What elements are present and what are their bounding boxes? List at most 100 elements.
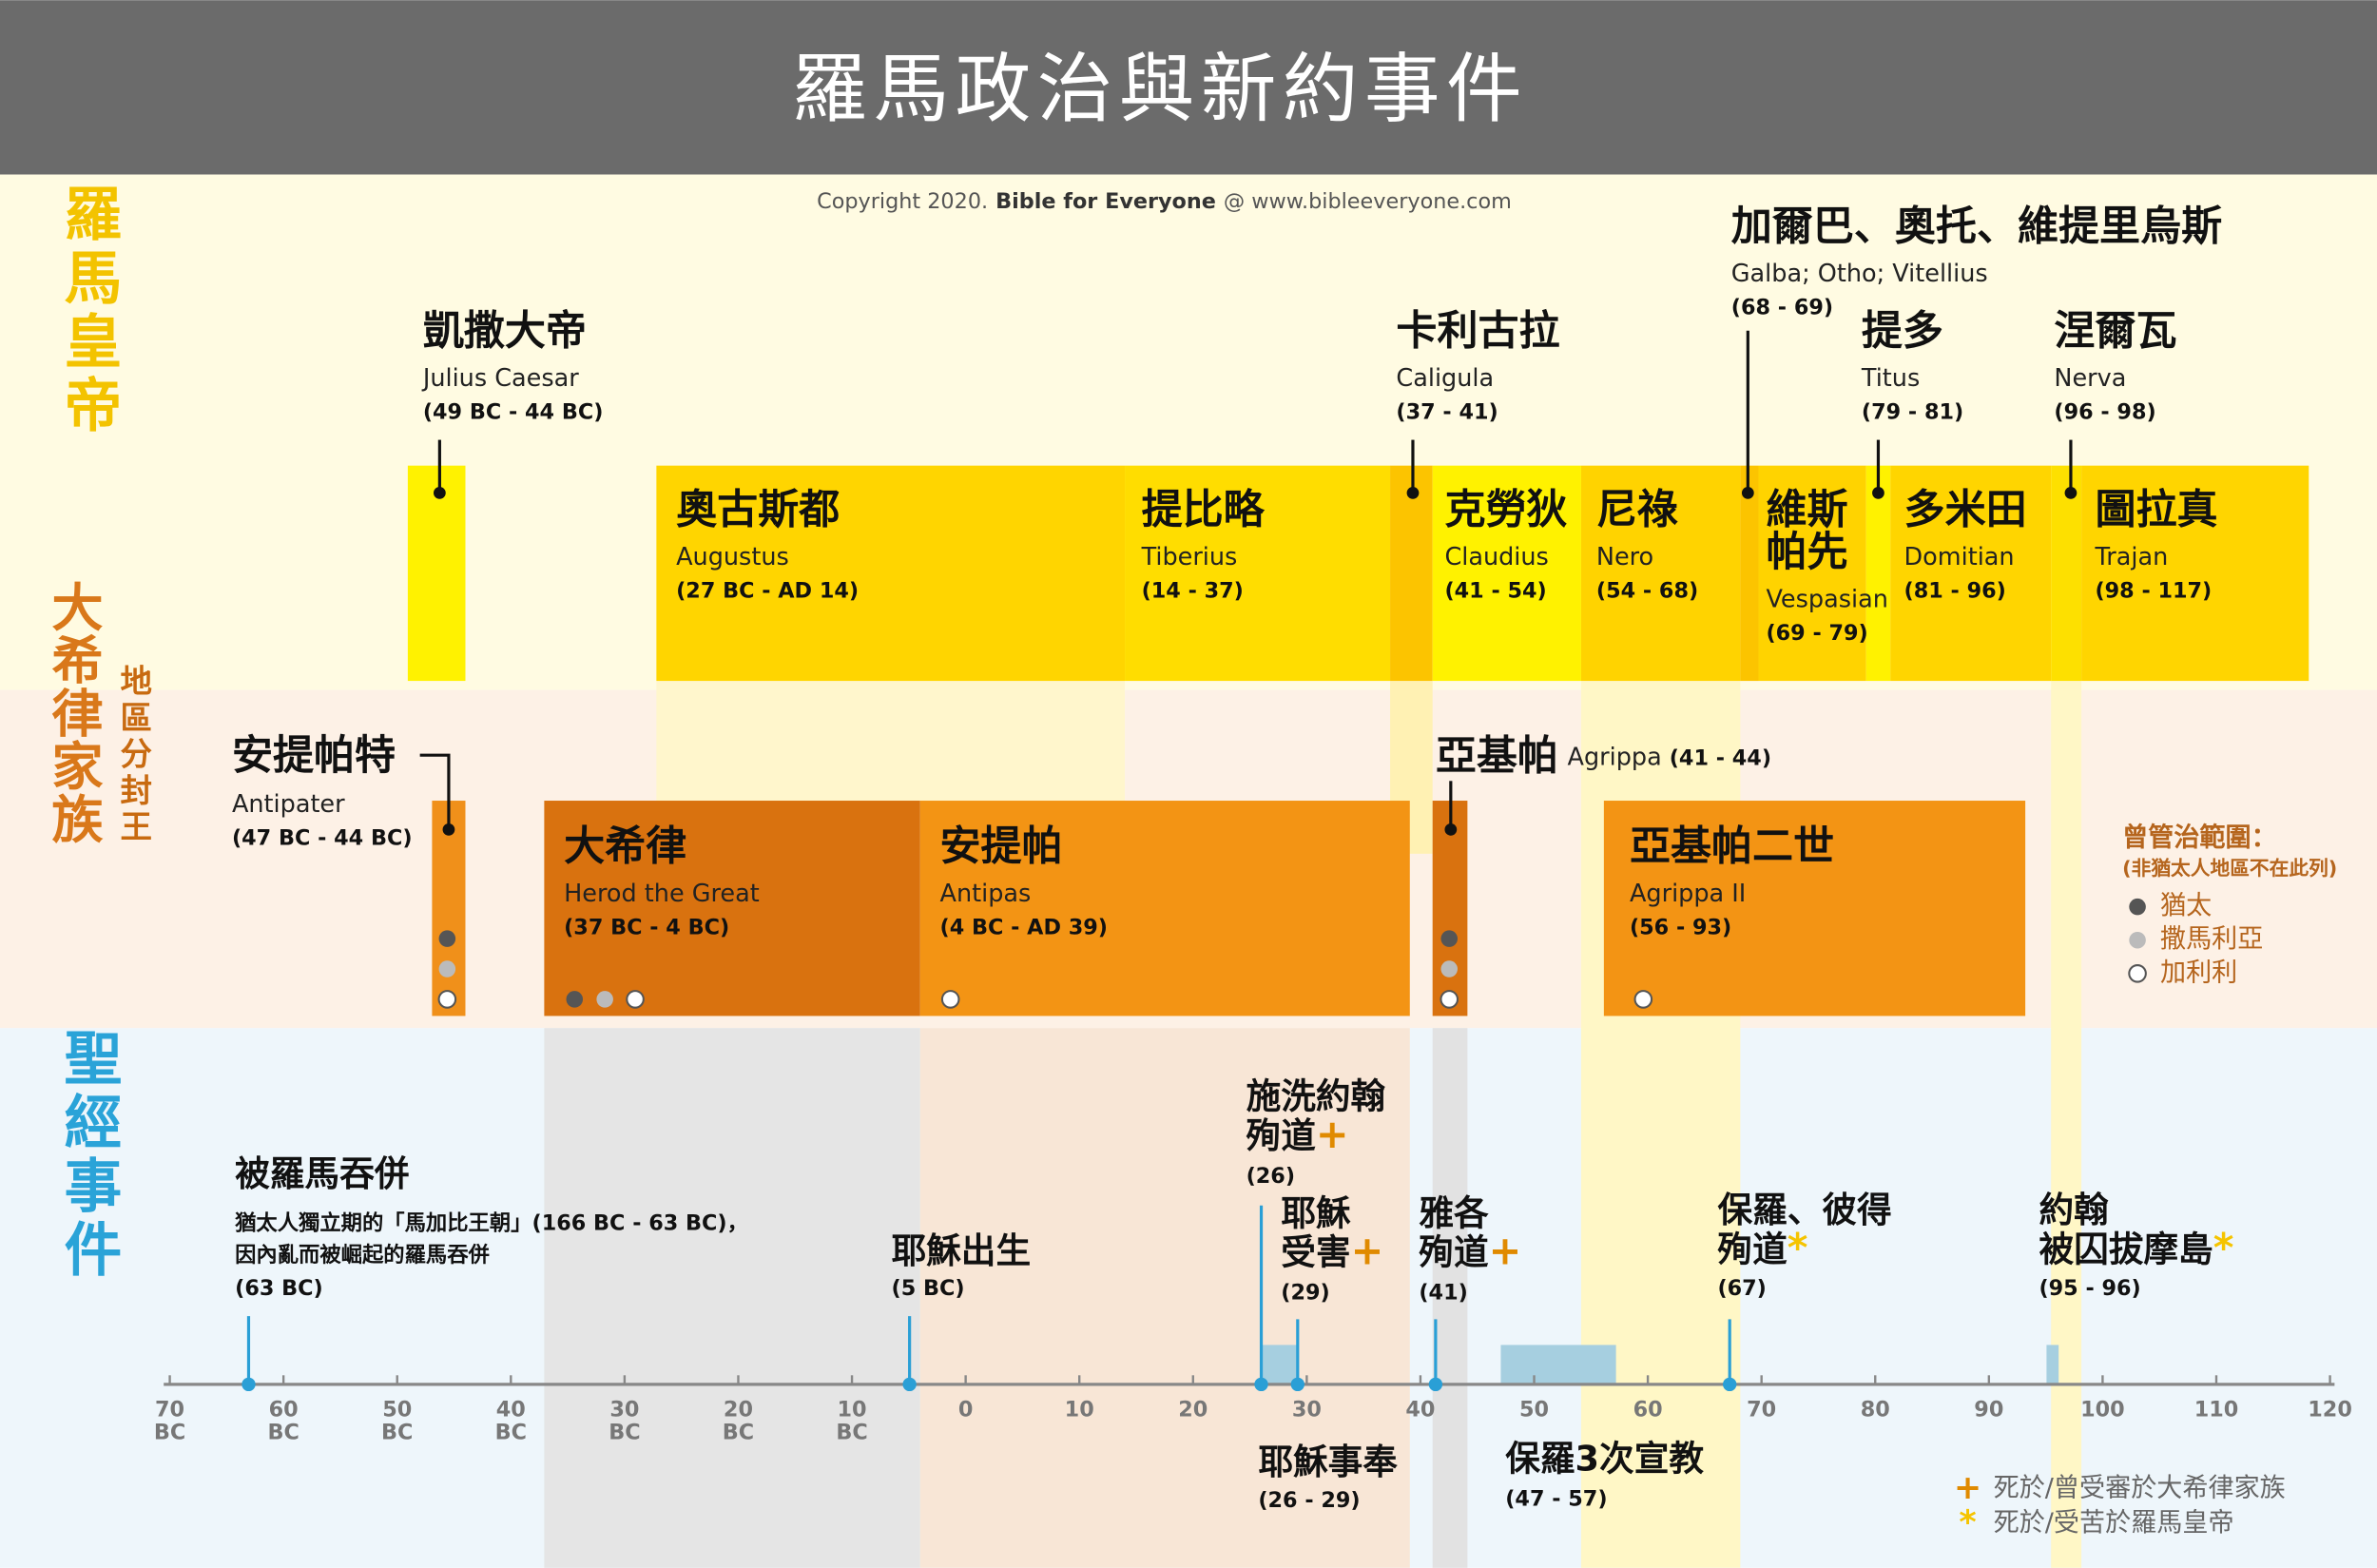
event-mark: + — [1351, 1229, 1384, 1274]
copyright-suffix: @ www.bibleeveryone.com — [1224, 189, 1512, 214]
copyright-brand: Bible for Everyone — [995, 189, 1216, 214]
emperor-name: 克勞狄 — [1444, 487, 1567, 534]
axis-tick-label: 30 — [1292, 1397, 1322, 1422]
axis-tick-label: 40 — [1405, 1397, 1435, 1422]
herod-latin: Agrippa — [1568, 743, 1662, 771]
event-title: 耶穌事奉 — [1258, 1441, 1398, 1481]
axis-tick-label: 50 — [1519, 1397, 1549, 1422]
axis-tick-label: 30 — [609, 1397, 639, 1422]
page-title: 羅馬政治與新約事件 — [791, 45, 1528, 133]
herod-years: (37 BC - 4 BC) — [564, 915, 729, 939]
event-line: 約翰 — [2039, 1190, 2109, 1230]
event-line: 耶穌事奉 — [1258, 1441, 1398, 1481]
event-title: 被羅馬吞併 — [235, 1152, 409, 1193]
herod-latin: Antipas — [940, 880, 1032, 908]
legend-text: 死於/受苦於羅馬皇帝 — [1994, 1508, 2234, 1538]
emperor-bar — [407, 465, 466, 682]
emperor-latin: Vespasian — [1766, 586, 1887, 614]
herod-years: (47 BC - 44 BC) — [232, 825, 413, 850]
emperor-years: (14 - 37) — [1142, 579, 1244, 604]
event-dot — [242, 1377, 256, 1392]
emperor-bar — [656, 465, 1126, 682]
emperor-name: 提比略 — [1142, 487, 1266, 534]
herod-bar — [1603, 801, 2026, 1016]
emperor-years: (37 - 41) — [1396, 399, 1498, 424]
event-line: 雅各 — [1419, 1192, 1489, 1233]
event-title: 耶穌 — [1281, 1192, 1351, 1233]
agrippa-column — [1432, 1028, 1468, 1568]
leader-dot — [1741, 487, 1754, 499]
event-title: 殉道+ — [1418, 1229, 1521, 1274]
section-label: 地區分封王 — [115, 665, 152, 846]
axis-tick-label: 20 — [724, 1397, 753, 1422]
axis-tick-label: 0 — [958, 1397, 974, 1422]
herod-bar — [919, 801, 1410, 1016]
emperor-name: 加爾巴、奧托、維提里烏斯 — [1731, 203, 2222, 250]
emperor-bar — [1580, 465, 1741, 682]
emperor-name: 維斯 — [1766, 487, 1847, 534]
leader-dot — [442, 823, 455, 836]
emperor-bar — [2051, 465, 2082, 682]
leader-line — [419, 753, 451, 827]
section-label: 羅馬皇帝 — [54, 184, 121, 438]
axis-tick-label: 60 — [269, 1397, 299, 1422]
emperor-latin: Augustus — [676, 543, 789, 571]
legend-item: 加利利 — [2160, 958, 2237, 987]
event-mark: + — [1316, 1112, 1349, 1157]
region-dot — [438, 930, 456, 947]
axis-tick-era: BC — [609, 1420, 640, 1444]
emperor-years: (41 - 54) — [1444, 579, 1546, 604]
emperor-latin: Nerva — [2054, 364, 2126, 393]
region-dot — [1440, 960, 1459, 978]
event-note: 因內亂而被崛起的羅馬吞併 — [235, 1242, 490, 1268]
herod-latin: Herod the Great — [564, 880, 760, 908]
emperor-years: (54 - 68) — [1596, 579, 1698, 604]
axis-tick-era: BC — [381, 1420, 413, 1444]
emperor-bar — [1125, 465, 1391, 682]
leader-dot — [1872, 487, 1884, 499]
event-title: 耶穌出生 — [892, 1230, 1032, 1271]
axis-tick-era: BC — [836, 1420, 867, 1444]
event-title: 被囚拔摩島* — [2039, 1226, 2233, 1271]
herod-latin: Agrippa II — [1630, 880, 1746, 908]
axis-tick-era: BC — [267, 1420, 299, 1444]
emperor-latin: Domitian — [1904, 543, 2015, 571]
emperor-years: (98 - 117) — [2095, 579, 2212, 604]
event-years: (29) — [1281, 1281, 1329, 1306]
legend-text: 死於/曾受審於大希律家族 — [1994, 1473, 2286, 1502]
herod-years: (56 - 93) — [1630, 915, 1731, 939]
event-title: 受害+ — [1281, 1229, 1383, 1274]
mission-span — [1500, 1345, 1616, 1384]
emperor-bar — [2081, 465, 2309, 682]
event-years: (95 - 96) — [2039, 1276, 2140, 1301]
event-line: 殉道 — [1246, 1114, 1317, 1155]
event-title: 保羅、彼得 — [1717, 1190, 1891, 1230]
legend-item: 撒馬利亞 — [2160, 924, 2263, 954]
axis-tick-label: 40 — [496, 1397, 526, 1422]
emperor-name: 圖拉真 — [2095, 487, 2217, 534]
event-mark: * — [1788, 1226, 1808, 1271]
emperor-bar — [1758, 465, 1866, 682]
emperor-latin: Nero — [1596, 543, 1653, 571]
emperor-bar — [1740, 465, 1759, 682]
emperor-bar — [1865, 465, 1891, 682]
axis-tick-label: 50 — [382, 1397, 412, 1422]
herod-column — [544, 1028, 920, 1568]
event-title: 保羅3次宣教 — [1505, 1438, 1704, 1479]
event-years: (63 BC) — [235, 1276, 323, 1301]
emperor-years: (68 - 69) — [1731, 295, 1833, 319]
emperor-name: 提多 — [1862, 307, 1943, 355]
section-label: 大希律家族 — [43, 580, 103, 845]
herod-latin: Antipater — [232, 790, 345, 819]
event-years: (26 - 29) — [1258, 1488, 1360, 1513]
event-title: 約翰 — [2039, 1190, 2109, 1230]
herod-years: (4 BC - AD 39) — [940, 915, 1108, 939]
region-dot — [1440, 930, 1459, 947]
axis-tick-label: 80 — [1861, 1397, 1890, 1422]
legend-note: (非猶太人地區不在此列) — [2122, 857, 2337, 880]
herod-bar — [1432, 801, 1468, 1016]
legend-item: 猶太 — [2160, 891, 2212, 920]
emperor-latin: Julius Caesar — [421, 364, 579, 393]
region-dot — [2128, 963, 2147, 983]
